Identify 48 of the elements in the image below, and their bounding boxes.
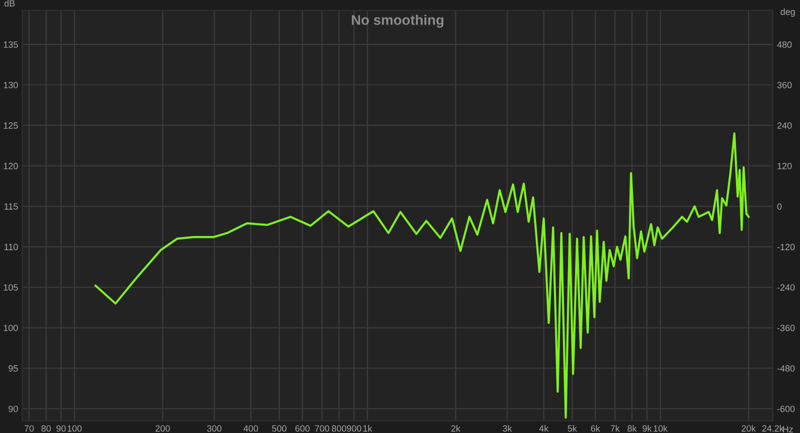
y-tick-label: 135 — [4, 41, 18, 48]
y2-tick-label: 120 — [778, 162, 792, 170]
x-tick-label: 20k — [742, 425, 756, 432]
y-tick-label: 130 — [4, 82, 18, 88]
x-tick-label: 5k — [568, 425, 577, 432]
y-tick-label: 100 — [4, 324, 18, 332]
x-tick-label: 24.2k — [762, 425, 784, 432]
y-axis-title: dB — [4, 0, 15, 7]
y2-axis-title: deg — [780, 8, 795, 17]
x-tick-label: 4k — [539, 425, 549, 432]
x-tick-label: 8k — [628, 425, 637, 432]
y-tick-label: 115 — [4, 203, 18, 210]
chart-title: No smoothing — [352, 14, 444, 28]
x-tick-label: 80 — [41, 425, 51, 432]
x-tick-label: 2k — [451, 425, 460, 432]
y-tick-label: 120 — [4, 162, 18, 170]
y2-tick-label: -600 — [777, 406, 795, 412]
x-tick-label: 300 — [207, 425, 222, 432]
x-tick-label: 700 — [314, 425, 330, 432]
y2-tick-label: 360 — [777, 82, 792, 88]
x-tick-label: 800 — [332, 425, 346, 432]
x-tick-label: 500 — [272, 425, 286, 432]
x-axis-title: Hz — [783, 426, 793, 432]
y-tick-label: 95 — [8, 365, 18, 372]
x-tick-label: 900 — [346, 425, 362, 432]
y-tick-label: 105 — [4, 284, 18, 291]
x-tick-label: 400 — [244, 425, 258, 432]
y2-tick-label: -120 — [777, 244, 795, 250]
y2-tick-label: -360 — [777, 324, 795, 332]
x-tick-label: 200 — [156, 425, 170, 432]
y-tick-label: 125 — [4, 122, 18, 129]
y2-tick-label: 0 — [777, 203, 782, 210]
x-tick-label: 3k — [502, 425, 512, 432]
y2-tick-label: 480 — [777, 41, 792, 48]
y-tick-label: 110 — [4, 244, 18, 250]
x-tick-label: 7k — [610, 425, 620, 432]
y2-tick-label: -240 — [777, 284, 795, 291]
y2-tick-label: -480 — [777, 365, 795, 372]
x-tick-label: 1k — [363, 425, 372, 432]
x-tick-label: 9k — [642, 425, 652, 432]
x-tick-label: 70 — [24, 425, 34, 432]
y-tick-label: 90 — [8, 406, 18, 412]
y2-tick-label: 240 — [777, 122, 792, 129]
x-tick-label: 6k — [591, 425, 600, 432]
x-tick-label: 600 — [295, 425, 310, 432]
x-tick-label: 100 — [68, 425, 82, 432]
x-tick-label: 10k — [654, 425, 668, 432]
x-tick-label: 90 — [56, 425, 66, 432]
